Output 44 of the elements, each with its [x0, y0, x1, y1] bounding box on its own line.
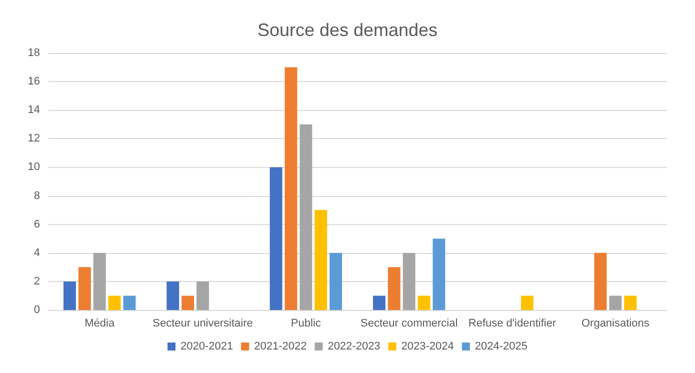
bar: [93, 252, 106, 310]
bar: [624, 296, 637, 310]
y-tick-label: 0: [34, 304, 40, 316]
legend-label: 2022-2023: [328, 340, 380, 352]
x-tick-label: Refuse d'identifier: [468, 318, 556, 330]
x-tick-label: Média: [84, 318, 116, 330]
legend-label: 2024-2025: [474, 340, 528, 352]
y-tick-label: 10: [28, 161, 40, 174]
y-tick-label: 14: [28, 104, 40, 116]
bar: [63, 281, 76, 310]
chart-title: Source des demandes: [257, 20, 438, 40]
y-tick-label: 16: [28, 76, 40, 88]
bar: [314, 210, 328, 310]
bar: [270, 167, 282, 310]
bar: [372, 296, 386, 310]
bar: [432, 238, 446, 310]
x-tick-label: Organisations: [581, 318, 650, 330]
bar: [330, 252, 342, 310]
bar: [402, 252, 416, 310]
bar: [284, 67, 298, 310]
legend-label: 2023-2024: [401, 340, 454, 352]
bar: [594, 252, 607, 310]
bar: [418, 296, 430, 310]
bar: [388, 267, 400, 310]
bar: [182, 296, 194, 310]
y-tick-label: 4: [34, 246, 40, 259]
bar: [166, 281, 180, 310]
y-tick-label: 2: [34, 275, 40, 288]
x-tick-label: Secteur universitaire: [152, 318, 253, 330]
y-tick-label: 18: [28, 47, 40, 59]
y-tick-label: 12: [28, 132, 40, 145]
x-tick-label: Public: [290, 318, 322, 330]
y-tick-label: 8: [34, 190, 40, 202]
bar: [196, 281, 209, 310]
bar: [609, 296, 622, 310]
bar: [78, 267, 91, 310]
bar: [520, 296, 534, 310]
legend-label: 2021-2022: [254, 340, 307, 352]
bar: [123, 296, 136, 310]
bar: [300, 124, 312, 310]
y-tick-label: 6: [34, 218, 40, 230]
x-tick-label: Secteur commercial: [360, 318, 458, 330]
legend-label: 2020-2021: [180, 340, 234, 352]
bar: [108, 296, 121, 310]
